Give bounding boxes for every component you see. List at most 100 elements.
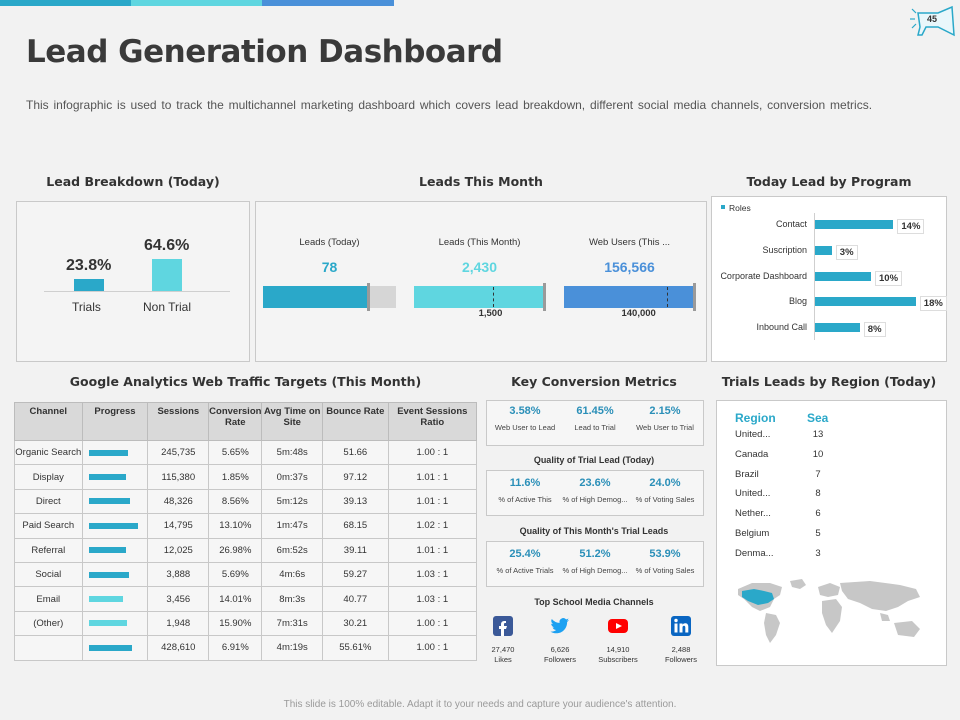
channel-cell: Social: [14, 561, 83, 588]
social-unit: Followers: [543, 655, 577, 664]
program-value: 18%: [919, 296, 947, 311]
social-count: 14,910: [606, 645, 630, 654]
event-ratio-cell: 1.03 : 1: [387, 586, 478, 612]
bounce-rate-cell: 51.66: [322, 439, 389, 466]
quality-month-box: [486, 541, 704, 587]
progress-bar: [88, 644, 133, 651]
metric-value: 11.6%: [509, 477, 541, 489]
sea-column-header: Sea: [807, 411, 829, 425]
avg-time-cell: 8m:3s: [261, 586, 324, 612]
conversion-rate-cell: 8.56%: [208, 488, 263, 515]
progress-cell: [81, 610, 149, 637]
sessions-cell: 245,735: [147, 439, 210, 466]
table-row: 428,610 6.91% 4m:19s 55.61% 1.00 : 1: [14, 635, 478, 661]
metric-label: Web User to Lead: [494, 423, 556, 432]
progress-bar: [88, 474, 127, 481]
facebook-icon[interactable]: [492, 615, 514, 637]
metric-value: 2.15%: [649, 405, 681, 417]
lead-breakdown-value: 23.8%: [66, 257, 112, 275]
event-ratio-cell: 1.01 : 1: [387, 464, 478, 490]
region-value: 3: [815, 547, 821, 559]
gauge-value: 2,430: [461, 259, 498, 275]
gauge-fill: [414, 286, 545, 308]
metric-value: 53.9%: [649, 548, 681, 560]
bounce-rate-cell: 59.27: [322, 561, 389, 588]
program-category: Suscription: [762, 245, 807, 255]
metric-label: % of Voting Sales: [635, 495, 695, 504]
bounce-rate-cell: 39.13: [322, 488, 389, 515]
conversion-rate-cell: 5.65%: [208, 439, 263, 466]
program-value: 10%: [875, 271, 903, 286]
table-header-cell: Avg Time on Site: [261, 402, 324, 441]
social-unit: Followers: [664, 655, 698, 664]
channel-cell: (Other): [14, 610, 83, 637]
quality-month-title: Quality of This Month's Trial Leads: [519, 526, 669, 536]
metric-label: Lead to Trial: [574, 423, 616, 432]
conversion-title: Key Conversion Metrics: [511, 374, 677, 389]
lead-breakdown-title: Lead Breakdown (Today): [46, 174, 220, 189]
avg-time-cell: 1m:47s: [261, 513, 324, 539]
progress-bar: [88, 522, 139, 529]
top-accent-bar: [262, 0, 394, 6]
linkedin-icon[interactable]: [670, 615, 692, 637]
metric-value: 24.0%: [649, 477, 681, 489]
region-name: Canada: [735, 448, 769, 460]
progress-cell: [81, 635, 149, 661]
leads-month-title: Leads This Month: [419, 174, 543, 189]
gauge-label: Leads (Today): [299, 237, 360, 248]
table-header-cell: Conversion Rate: [208, 402, 263, 441]
region-value: 8: [815, 488, 821, 500]
table-row: Organic Search 245,735 5.65% 5m:48s 51.66 1.0…: [14, 439, 478, 466]
sessions-cell: 1,948: [147, 610, 210, 637]
avg-time-cell: 7m:31s: [261, 610, 324, 637]
table-header-cell: Progress: [81, 402, 149, 441]
event-ratio-cell: 1.01 : 1: [387, 488, 478, 515]
highlighted-country: [742, 589, 774, 605]
avg-time-cell: 0m:37s: [261, 464, 324, 490]
gauge-track: [414, 286, 545, 308]
progress-bar: [88, 449, 129, 456]
top-accent-bar: [0, 0, 131, 6]
event-ratio-cell: 1.01 : 1: [387, 537, 478, 563]
table-row: Direct 48,326 8.56% 5m:12s 39.13 1.01 : 1: [14, 488, 478, 515]
gauge-endcap: [367, 283, 370, 311]
lead-breakdown-value: 64.6%: [144, 236, 190, 254]
progress-cell: [81, 488, 149, 515]
region-name: Nether...: [735, 508, 771, 520]
table-header-cell: Sessions: [147, 402, 210, 441]
gauge-target-label: 1,500: [478, 308, 503, 319]
gauge-label: Leads (This Month): [438, 237, 521, 248]
table-row: Display 115,380 1.85% 0m:37s 97.12 1.01 : 1: [14, 464, 478, 490]
metric-label: % of Voting Sales: [635, 566, 695, 575]
metric-label: Web User to Trial: [636, 423, 694, 432]
conversion-rate-cell: 26.98%: [208, 537, 263, 563]
program-title: Today Lead by Program: [746, 174, 912, 189]
conversion-rate-cell: 14.01%: [208, 586, 263, 612]
youtube-icon[interactable]: [607, 615, 629, 637]
metric-label: % of Active This: [498, 495, 552, 504]
region-value: 7: [815, 468, 821, 480]
program-category: Contact: [775, 219, 807, 229]
sessions-cell: 428,610: [147, 635, 210, 661]
table-header-cell: Bounce Rate: [322, 402, 389, 441]
bounce-rate-cell: 68.15: [322, 513, 389, 539]
channel-cell: [14, 635, 83, 661]
region-value: 6: [815, 508, 821, 520]
program-bar: [815, 246, 832, 255]
gauge-endcap: [543, 283, 546, 311]
region-name: United...: [735, 429, 771, 440]
program-axis: [814, 213, 815, 340]
analytics-table: Channel Progress Sessions Conversion Rate Av…: [14, 402, 478, 661]
quality-today-title: Quality of Trial Lead (Today): [533, 455, 655, 465]
twitter-icon[interactable]: [549, 615, 571, 637]
gauge-track: [564, 286, 695, 308]
progress-cell: [81, 561, 149, 588]
social-count: 2,488: [671, 645, 691, 654]
quality-today-box: [486, 470, 704, 516]
bounce-rate-cell: 39.11: [322, 537, 389, 563]
program-bar: [815, 323, 860, 332]
event-ratio-cell: 1.02 : 1: [387, 513, 478, 539]
page-title: Lead Generation Dashboard: [26, 34, 503, 70]
sessions-cell: 48,326: [147, 488, 210, 515]
sessions-cell: 12,025: [147, 537, 210, 563]
